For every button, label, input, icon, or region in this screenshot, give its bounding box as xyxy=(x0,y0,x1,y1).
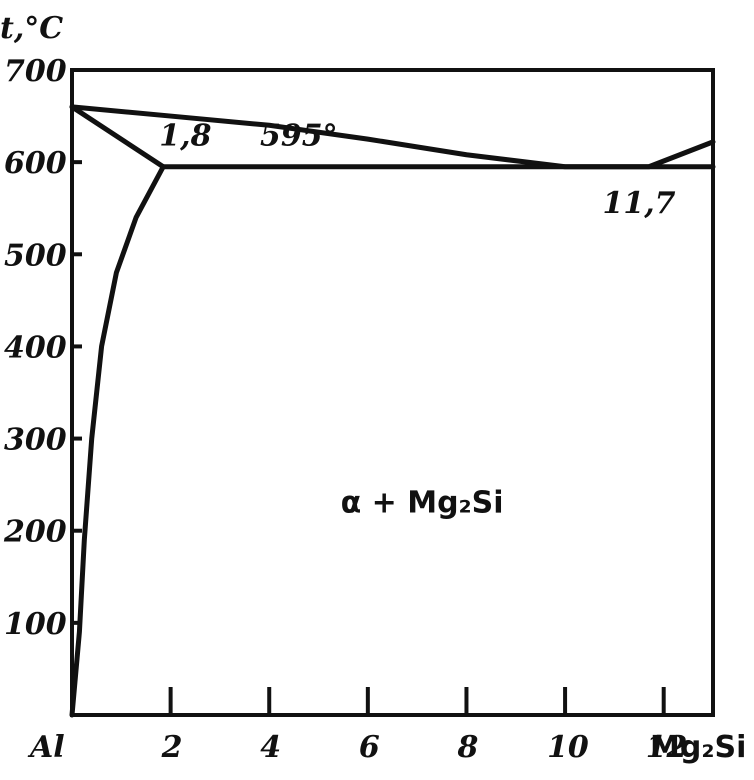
phase-curves xyxy=(69,104,716,718)
annotation-0: 1,8 xyxy=(159,119,211,154)
solvus-line xyxy=(69,164,166,718)
y-axis-label: t,°C xyxy=(0,11,63,46)
x-tick-label-12: 12 xyxy=(646,730,688,765)
y-tick-label-200: 200 xyxy=(3,515,67,550)
annotation-2: 11,7 xyxy=(602,186,675,221)
solidus-line xyxy=(69,104,166,170)
x-axis-end-label: Mg₂Si xyxy=(650,730,746,765)
x-tick-label-Al: Al xyxy=(27,730,65,765)
x-tick-label-4: 4 xyxy=(260,730,281,765)
phase-annotations: 1,8 595° 11,7 α + Mg₂Si xyxy=(159,119,675,521)
y-tick-label-100: 100 xyxy=(4,607,67,642)
y-tick-label-600: 600 xyxy=(4,146,67,181)
y-tick-label-500: 500 xyxy=(4,238,67,273)
annotation-1: 595° xyxy=(260,119,338,154)
y-axis-ticks: 100 200 300 400 500 600 700 xyxy=(3,54,82,642)
y-tick-label-400: 400 xyxy=(4,330,67,365)
plot-frame xyxy=(70,68,715,717)
x-axis-ticks: Al 2 4 6 8 10 12 xyxy=(27,687,687,765)
x-tick-label-8: 8 xyxy=(456,730,478,765)
x-tick-label-2: 2 xyxy=(161,730,183,765)
y-tick-label-300: 300 xyxy=(4,423,67,458)
x-tick-label-6: 6 xyxy=(359,730,380,765)
annotation-3: α + Mg₂Si xyxy=(341,485,504,520)
y-tick-label-700: 700 xyxy=(4,54,67,89)
x-tick-label-10: 10 xyxy=(547,730,589,765)
